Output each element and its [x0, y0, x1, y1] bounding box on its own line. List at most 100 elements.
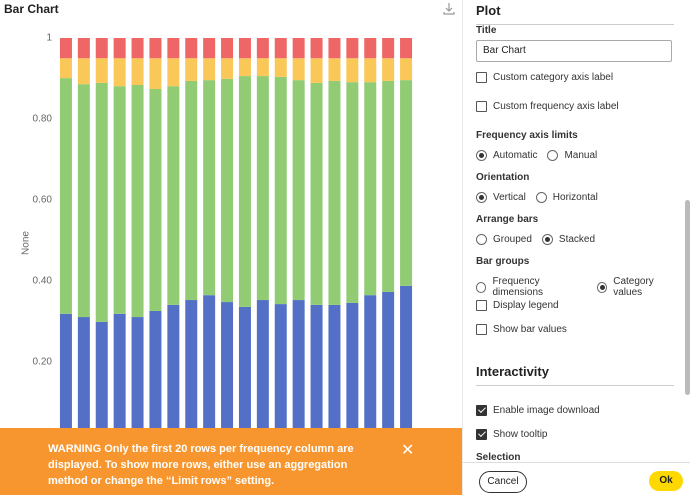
checkbox[interactable]	[476, 101, 487, 112]
option-label: Category values	[613, 276, 654, 298]
bar-segment	[400, 58, 413, 81]
bar-segment	[292, 58, 305, 81]
radio-button[interactable]	[547, 150, 559, 161]
bar-segment	[221, 58, 234, 79]
radio-button[interactable]	[541, 234, 553, 245]
bar-segment	[364, 82, 377, 296]
bar-segment	[59, 38, 72, 59]
option-label: Horizontal	[552, 192, 598, 203]
bar-segment	[256, 58, 269, 77]
radio-row: Frequency dimensions Category values	[476, 276, 690, 298]
section-label: Selection	[476, 452, 521, 463]
bar-segment	[203, 58, 216, 81]
checkbox-row[interactable]: Show bar values	[476, 324, 577, 335]
bar-segment	[203, 38, 216, 59]
bar-segment	[185, 58, 198, 81]
bar-segment	[382, 80, 395, 292]
title-input[interactable]: Bar Chart	[476, 40, 672, 62]
bar-segment	[131, 58, 144, 85]
bar-segment	[113, 58, 126, 87]
chart-title: Bar Chart	[4, 2, 59, 16]
bar-segment	[167, 38, 180, 59]
group-label: Arrange bars	[476, 214, 539, 225]
option-label: Show bar values	[493, 324, 567, 335]
option-label: Display legend	[493, 300, 559, 311]
bar-segment	[95, 321, 108, 443]
bar-segment	[346, 38, 359, 59]
bar-segment	[274, 76, 287, 305]
bar-segment	[310, 82, 323, 305]
radio-row: Vertical Horizontal	[476, 192, 608, 203]
download-icon[interactable]	[443, 3, 455, 15]
radio-button[interactable]	[476, 281, 487, 293]
bar-segment	[256, 38, 269, 59]
option-label: Automatic	[493, 150, 538, 161]
field-label: Title	[476, 25, 497, 36]
checkbox[interactable]	[476, 324, 487, 335]
close-button[interactable]: ✕	[401, 442, 415, 459]
checkbox-row[interactable]: Custom frequency axis label	[476, 101, 629, 112]
checkbox[interactable]	[476, 300, 487, 311]
bar-segment	[167, 86, 180, 305]
bar-segment	[256, 76, 269, 301]
separator	[476, 385, 674, 386]
warning-banner: WARNING Only the first 20 rows per frequ…	[0, 428, 462, 495]
bar-segment	[131, 38, 144, 59]
section-heading: Interactivity	[476, 364, 549, 379]
bar-segment	[95, 82, 108, 322]
bar-segment	[274, 58, 287, 77]
group-label: Orientation	[476, 172, 530, 183]
checkbox-row[interactable]: Display legend	[476, 300, 569, 311]
bar-segment	[77, 38, 90, 59]
radio-button[interactable]	[476, 192, 487, 203]
option-label: Enable image download	[493, 405, 600, 416]
bar-segment	[149, 38, 162, 59]
bar-segment	[185, 80, 198, 301]
bar-segment	[364, 295, 377, 443]
checkbox-row[interactable]: Enable image download	[476, 405, 610, 416]
bar-segment	[149, 58, 162, 90]
bar-segment	[274, 304, 287, 443]
bar-segment	[77, 317, 90, 443]
bar-segment	[77, 58, 90, 85]
radio-button[interactable]	[535, 192, 547, 203]
bar-segment	[292, 300, 305, 443]
radio-button[interactable]	[476, 150, 487, 161]
radio-button[interactable]	[476, 234, 487, 245]
section-heading: Plot	[476, 3, 501, 18]
bar-segment	[238, 76, 251, 307]
bar-segment	[95, 38, 108, 59]
y-tick-label: 0.20	[33, 357, 53, 368]
bar-segment	[221, 78, 234, 303]
bar-segment	[310, 38, 323, 59]
bar-segment	[185, 38, 198, 59]
bar-segment	[131, 84, 144, 318]
bar-segment	[310, 304, 323, 443]
bar-segment	[346, 82, 359, 303]
bar-segment	[238, 38, 251, 59]
radio-button[interactable]	[596, 281, 608, 293]
chart: Bar Chart None 1 0.80 0.60 0.40 0.20	[4, 2, 455, 443]
checkbox[interactable]	[476, 72, 487, 83]
y-tick-label: 0.60	[33, 195, 53, 206]
scrollbar[interactable]	[685, 200, 690, 395]
checkbox-row[interactable]: Show tooltip	[476, 429, 557, 440]
option-label: Custom frequency axis label	[493, 101, 619, 112]
checkbox-row[interactable]: Custom category axis label	[476, 72, 623, 83]
bar-segment	[382, 38, 395, 59]
cancel-button[interactable]: Cancel	[479, 471, 527, 493]
bar-segment	[221, 302, 234, 443]
bar-segment	[310, 58, 323, 83]
checkbox[interactable]	[476, 405, 487, 416]
bar-segment	[292, 80, 305, 301]
bar-segment	[238, 306, 251, 443]
bar-segment	[328, 80, 341, 305]
checkbox[interactable]	[476, 429, 487, 440]
ok-button[interactable]: Ok	[649, 471, 683, 491]
bar-segment	[167, 304, 180, 443]
bar-segment	[274, 38, 287, 59]
bar-segment	[149, 310, 162, 443]
settings-panel: Selection Show tooltip Enable image downlo…	[462, 0, 690, 496]
bar-segment	[113, 313, 126, 443]
